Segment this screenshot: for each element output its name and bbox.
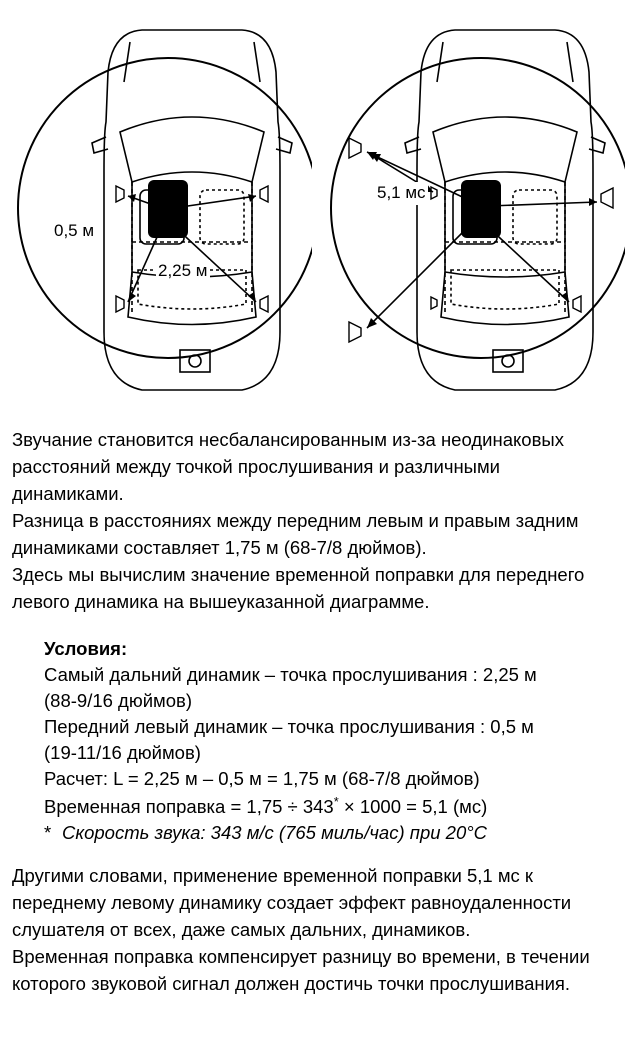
cond-line4: (19-11/16 дюймов) <box>44 741 625 766</box>
diagram-left: 0,5 м 2,25 м <box>12 12 312 412</box>
para3-line1: Здесь мы вычислим значение временной поп… <box>12 563 625 588</box>
para1-line3: динамиками. <box>12 482 625 507</box>
cond-line6b: × 1000 = 5,1 (мс) <box>339 796 487 817</box>
diagram-row: 0,5 м 2,25 м <box>12 12 625 412</box>
label-near-distance: 0,5 м <box>52 220 96 243</box>
para4-line1: Другими словами, применение временной по… <box>12 864 625 889</box>
para1-line2: расстояний между точкой прослушивания и … <box>12 455 625 480</box>
para1-line1: Звучание становится несбалансированным и… <box>12 428 625 453</box>
footnote-text: Скорость звука: 343 м/с (765 миль/час) п… <box>62 822 487 843</box>
para2-line1: Разница в расстояниях между передним лев… <box>12 509 625 534</box>
car-diagram-left-svg <box>12 12 312 412</box>
para4-line3: слушателя от всех, даже самых дальних, д… <box>12 918 625 943</box>
para5-line2: которого звуковой сигнал должен достичь … <box>12 972 625 997</box>
footnote-asterisk: * <box>44 821 62 846</box>
label-far-distance: 2,25 м <box>156 260 210 283</box>
car-diagram-right-svg <box>325 12 625 412</box>
conditions-block: Условия: Самый дальний динамик – точка п… <box>44 637 625 846</box>
cond-line3: Передний левый динамик – точка прослушив… <box>44 715 625 740</box>
diagram-right: 5,1 мс <box>325 12 625 412</box>
para4-line2: переднему левому динамику создает эффект… <box>12 891 625 916</box>
cond-line6: Временная поправка = 1,75 ÷ 343* × 1000 … <box>44 793 625 820</box>
cond-line2: (88-9/16 дюймов) <box>44 689 625 714</box>
footnote: *Скорость звука: 343 м/с (765 миль/час) … <box>44 821 625 846</box>
cond-line1: Самый дальний динамик – точка прослушива… <box>44 663 625 688</box>
conditions-title: Условия: <box>44 637 625 662</box>
para3-line2: левого динамика на вышеуказанной диаграм… <box>12 590 625 615</box>
para2-line2: динамиками составляет 1,75 м (68-7/8 дюй… <box>12 536 625 561</box>
para5-line1: Временная поправка компенсирует разницу … <box>12 945 625 970</box>
cond-line5: Расчет: L = 2,25 м – 0,5 м = 1,75 м (68-… <box>44 767 625 792</box>
cond-line6a: Временная поправка = 1,75 ÷ 343 <box>44 796 334 817</box>
label-delay: 5,1 мс <box>375 182 428 205</box>
